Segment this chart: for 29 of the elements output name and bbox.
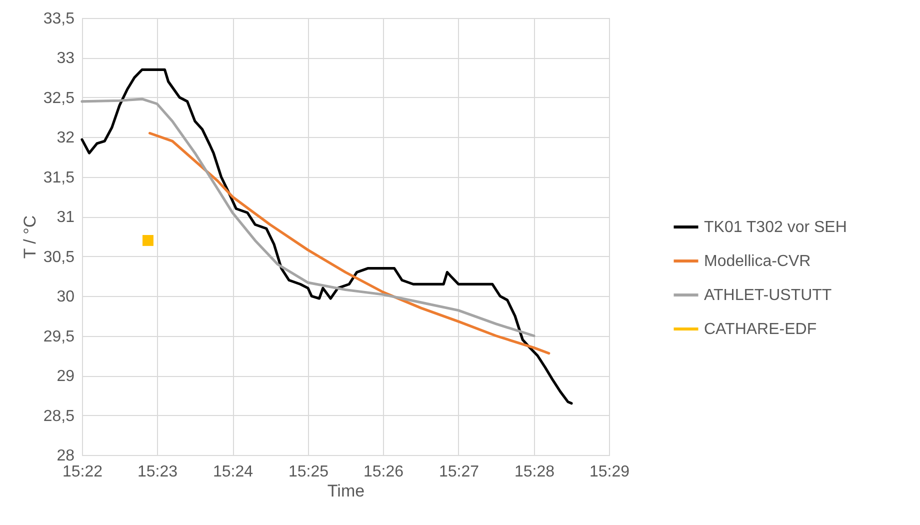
y-tick-label: 33 <box>56 50 75 68</box>
y-tick-label: 29 <box>56 368 75 386</box>
y-tick-label: 29,5 <box>43 328 75 346</box>
x-tick-label: 15:26 <box>363 464 404 480</box>
y-tick-label: 28,5 <box>43 408 75 425</box>
x-axis-title: Time <box>327 482 365 500</box>
line-series <box>80 98 536 338</box>
legend-label: CATHARE-EDF <box>704 321 817 338</box>
y-tick-label: 31,5 <box>43 169 75 186</box>
legend-label: TK01 T302 vor SEH <box>704 219 847 236</box>
y-tick-label: 32 <box>56 130 75 147</box>
legend-label: Modellica-CVR <box>704 253 811 270</box>
y-tick-label: 33,5 <box>43 10 75 28</box>
y-tick-label: 28 <box>56 448 75 464</box>
x-tick-label: 15:23 <box>138 464 178 480</box>
x-tick-label: 15:28 <box>514 464 555 480</box>
x-tick-label: 15:22 <box>62 464 103 480</box>
y-tick-label: 32,5 <box>43 90 75 107</box>
line-series <box>80 68 573 405</box>
x-tick-label: 15:25 <box>288 464 329 480</box>
x-tick-label: 15:24 <box>212 464 254 480</box>
line-series <box>148 132 550 355</box>
x-tick-label: 15:29 <box>589 464 630 480</box>
y-tick-label: 30 <box>56 288 75 306</box>
y-tick-label: 30,5 <box>43 248 75 266</box>
y-axis-title: T / °C <box>20 215 40 259</box>
x-tick-label: 15:27 <box>438 464 480 480</box>
y-tick-label: 31 <box>56 209 75 226</box>
legend-label: ATHLET-USTUTT <box>704 287 832 304</box>
